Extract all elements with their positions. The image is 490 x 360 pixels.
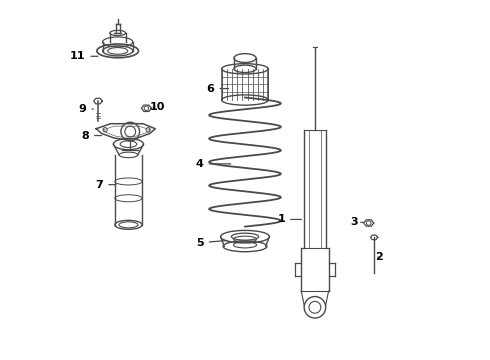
Text: 1: 1	[277, 215, 301, 224]
Text: 8: 8	[81, 131, 101, 140]
Text: 7: 7	[96, 180, 116, 190]
Text: 11: 11	[70, 51, 98, 61]
Text: 5: 5	[196, 238, 227, 248]
Text: 6: 6	[207, 84, 229, 94]
Text: 3: 3	[350, 217, 364, 227]
Text: 2: 2	[375, 252, 383, 262]
Text: 4: 4	[196, 159, 231, 169]
Text: 9: 9	[78, 104, 93, 114]
Text: 10: 10	[150, 102, 166, 112]
